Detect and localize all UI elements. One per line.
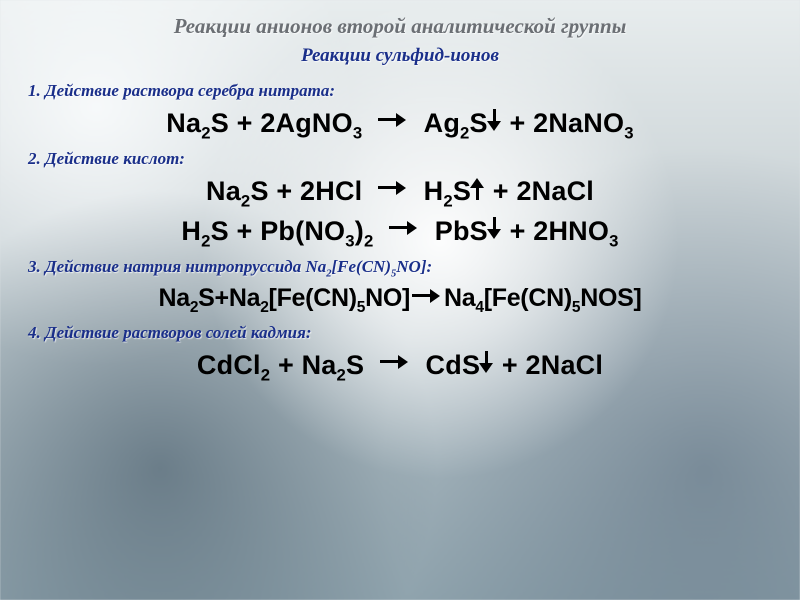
arrow-icon xyxy=(387,215,421,242)
down-arrow-icon xyxy=(488,107,502,134)
step-1-label: 1. Действие раствора серебра нитрата: xyxy=(28,81,772,101)
equation-4: CdCl2 + Na2S CdS + 2NaCl xyxy=(28,349,772,381)
equation-3: Na2S+Na2[Fe(CN)5NO]Na4[Fe(CN)5NOS] xyxy=(28,283,772,313)
equation-2a: Na2S + 2HCl H2S + 2NaCl xyxy=(28,175,772,207)
title-sub: Реакции сульфид-ионов xyxy=(28,45,772,67)
up-arrow-icon xyxy=(471,175,485,202)
arrow-icon xyxy=(376,175,410,202)
arrow-icon xyxy=(378,349,412,376)
step-3-label: 3. Действие натрия нитропруссида Na2[Fe(… xyxy=(28,257,772,277)
step-4-label: 4. Действие растворов солей кадмия: xyxy=(28,323,772,343)
down-arrow-icon xyxy=(488,215,502,242)
title-main: Реакции анионов второй аналитической гру… xyxy=(28,14,772,39)
step-2-label: 2. Действие кислот: xyxy=(28,149,772,169)
down-arrow-icon xyxy=(480,349,494,376)
slide: Реакции анионов второй аналитической гру… xyxy=(0,0,800,600)
arrow-icon xyxy=(376,107,410,134)
equation-1: Na2S + 2AgNO3 Ag2S + 2NaNO3 xyxy=(28,107,772,139)
equation-2b: H2S + Pb(NO3)2 PbS + 2HNO3 xyxy=(28,215,772,247)
arrow-icon xyxy=(410,283,444,308)
